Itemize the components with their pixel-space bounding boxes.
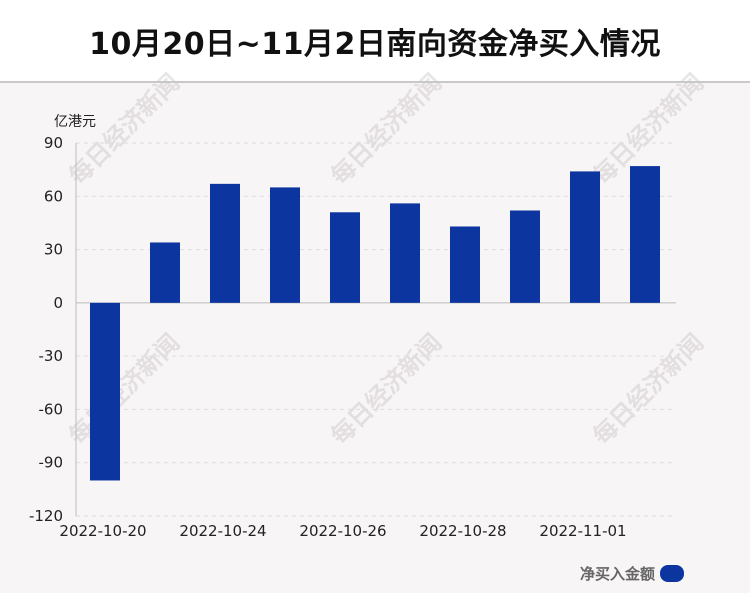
y-tick-labels: 90 60 30 0 -30 -60 -90 -120 xyxy=(29,134,63,525)
watermark-text: 每日经济新闻 xyxy=(63,328,185,450)
watermark-text: 每日经济新闻 xyxy=(325,68,447,190)
y-tick-label: 30 xyxy=(44,241,63,259)
bar xyxy=(210,183,240,303)
bar xyxy=(510,210,540,303)
y-tick-label: 0 xyxy=(53,294,63,312)
bars xyxy=(90,166,660,481)
chart-title: 10月20日~11月2日南向资金净买入情况 xyxy=(89,26,661,62)
x-tick-label: 2022-10-26 xyxy=(299,522,386,540)
bar xyxy=(90,302,120,481)
y-tick-label: -60 xyxy=(39,400,64,418)
bar xyxy=(450,226,480,303)
bar xyxy=(270,187,300,303)
legend-label: 净买入金额 xyxy=(579,565,655,583)
watermark-text: 每日经济新闻 xyxy=(325,328,447,450)
x-tick-label: 2022-10-28 xyxy=(419,522,506,540)
legend-swatch xyxy=(660,565,684,582)
watermark-text: 每日经济新闻 xyxy=(587,328,709,450)
x-tick-label: 2022-10-20 xyxy=(59,522,146,540)
y-tick-label: -120 xyxy=(29,507,63,525)
x-tick-labels: 2022-10-20 2022-10-24 2022-10-26 2022-10-28… xyxy=(59,522,626,540)
legend: 净买入金额 xyxy=(580,563,684,584)
bar xyxy=(330,212,360,303)
x-tick-label: 2022-11-01 xyxy=(539,522,626,540)
title-bar: 10月20日~11月2日南向资金净买入情况 xyxy=(0,0,750,83)
y-tick-label: 60 xyxy=(44,187,63,205)
y-tick-label: -90 xyxy=(39,454,64,472)
bar xyxy=(570,171,600,303)
y-axis-unit: 亿港元 xyxy=(54,114,96,130)
bar xyxy=(390,203,420,303)
bar xyxy=(150,242,180,303)
y-tick-label: 90 xyxy=(44,134,63,152)
y-tick-label: -30 xyxy=(39,347,64,365)
x-tick-label: 2022-10-24 xyxy=(179,522,266,540)
bar xyxy=(630,166,660,303)
